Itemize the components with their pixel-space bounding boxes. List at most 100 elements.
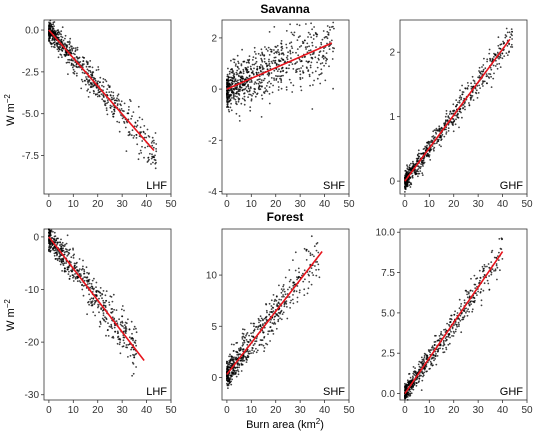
scatter-point: [101, 309, 104, 312]
y-tick-label: -2.5: [22, 67, 40, 78]
scatter-point: [247, 350, 250, 353]
scatter-point: [64, 243, 66, 246]
scatter-point: [435, 353, 437, 355]
scatter-point: [136, 143, 139, 146]
scatter-point: [414, 367, 416, 369]
scatter-point: [412, 372, 415, 375]
scatter-point: [247, 355, 250, 358]
scatter-point: [73, 70, 76, 73]
scatter-point: [439, 337, 441, 340]
scatter-point: [110, 323, 113, 326]
scatter-point: [231, 83, 234, 86]
scatter-point: [104, 78, 107, 81]
scatter-point: [114, 324, 116, 327]
scatter-point: [85, 60, 88, 63]
scatter-point: [260, 79, 263, 81]
scatter-point: [260, 70, 262, 73]
scatter-point: [422, 358, 425, 361]
scatter-point: [120, 308, 123, 311]
scatter-point: [272, 333, 275, 335]
scatter-point: [440, 138, 443, 141]
scatter-point: [406, 167, 409, 170]
scatter-point: [421, 363, 424, 365]
scatter-point: [247, 96, 250, 98]
scatter-point: [329, 41, 331, 43]
scatter-point: [263, 92, 266, 94]
scatter-point: [252, 92, 255, 95]
scatter-point: [446, 119, 449, 122]
scatter-point: [233, 72, 235, 75]
scatter-points: [48, 19, 158, 170]
scatter-point: [97, 66, 100, 68]
scatter-point: [82, 56, 85, 59]
scatter-point: [418, 375, 421, 378]
fit-line: [48, 29, 155, 152]
x-tick-label: 40: [497, 199, 509, 210]
scatter-point: [429, 351, 431, 354]
scatter-point: [261, 339, 264, 341]
scatter-point: [298, 58, 301, 61]
scatter-point: [243, 95, 246, 98]
scatter-point: [486, 265, 488, 268]
scatter-point: [243, 359, 246, 362]
scatter-point: [426, 370, 428, 373]
scatter-point: [105, 299, 108, 302]
scatter-point: [228, 380, 231, 383]
scatter-point: [121, 321, 124, 324]
scatter-point: [478, 75, 481, 77]
scatter-point: [63, 245, 66, 248]
scatter-point: [418, 377, 421, 380]
scatter-point: [265, 309, 268, 312]
scatter-point: [105, 91, 108, 94]
scatter-point: [269, 48, 272, 51]
scatter-point: [308, 45, 310, 48]
scatter-point: [312, 274, 315, 276]
scatter-point: [451, 123, 454, 125]
scatter-point: [311, 108, 314, 110]
scatter-point: [466, 314, 469, 317]
scatter-point: [83, 268, 85, 271]
scatter-point: [68, 58, 71, 61]
scatter-point: [234, 98, 237, 101]
y-tick-label: 7.5: [381, 268, 395, 279]
scatter-point: [108, 304, 111, 306]
scatter-point: [260, 116, 263, 118]
scatter-point: [127, 109, 130, 111]
scatter-point: [227, 109, 230, 111]
scatter-point: [240, 76, 242, 79]
scatter-point: [124, 327, 127, 330]
scatter-point: [490, 261, 493, 263]
scatter-point: [55, 251, 58, 254]
scatter-point: [228, 70, 231, 73]
scatter-point: [71, 47, 73, 50]
scatter-point: [230, 102, 233, 105]
scatter-point: [231, 91, 233, 94]
scatter-point: [151, 153, 153, 156]
scatter-point: [511, 46, 514, 48]
y-tick-label: 2: [389, 48, 395, 59]
scatter-point: [324, 56, 327, 59]
scatter-point: [415, 384, 418, 387]
scatter-point: [443, 328, 445, 331]
scatter-point: [311, 57, 314, 60]
scatter-point: [316, 66, 319, 69]
scatter-point: [82, 285, 85, 287]
scatter-point: [147, 160, 150, 162]
scatter-point: [498, 251, 500, 254]
scatter-point: [63, 251, 66, 254]
scatter-point: [260, 94, 263, 97]
scatter-point: [242, 342, 244, 344]
scatter-point: [256, 328, 259, 330]
scatter-point: [318, 276, 321, 279]
x-tick-label: 0: [224, 405, 230, 416]
scatter-point: [68, 252, 71, 255]
scatter-point: [333, 27, 335, 30]
scatter-point: [454, 330, 457, 333]
x-axis-label: Burn area (km2): [246, 417, 324, 431]
scatter-point: [296, 68, 299, 71]
scatter-point: [426, 354, 428, 357]
scatter-point: [119, 323, 122, 326]
scatter-point: [276, 314, 279, 317]
scatter-point: [82, 294, 85, 297]
scatter-point: [72, 247, 74, 250]
